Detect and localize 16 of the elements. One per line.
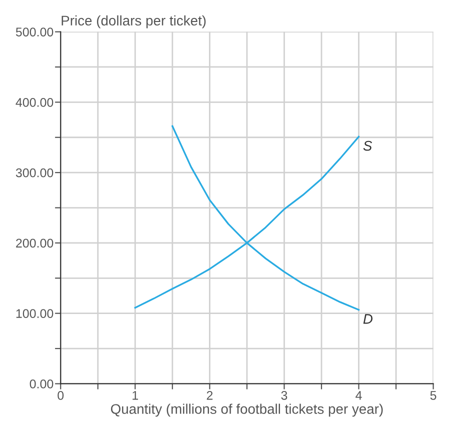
x-tick-label: 0: [58, 390, 64, 400]
x-axis-title: Quantity (millions of football tickets per year): [110, 404, 383, 417]
y-tick-label: 100.00: [16, 309, 54, 318]
y-tick-label: 200.00: [16, 238, 54, 248]
y-tick-label: 500.00: [16, 28, 54, 36]
x-tick-label: 1: [132, 391, 138, 400]
series-label: S: [363, 140, 372, 151]
y-tick-label: 400.00: [16, 98, 54, 107]
x-tick-label: 4: [356, 391, 362, 400]
y-axis-title: Price (dollars per ticket): [62, 15, 206, 28]
x-tick-label: 2: [206, 390, 213, 400]
y-tick-label: 300.00: [16, 168, 54, 178]
series-label: D: [363, 314, 372, 324]
y-tick-label: 0.00: [30, 380, 54, 388]
x-tick-label: 5: [430, 391, 436, 400]
x-tick-label: 3: [281, 390, 288, 400]
